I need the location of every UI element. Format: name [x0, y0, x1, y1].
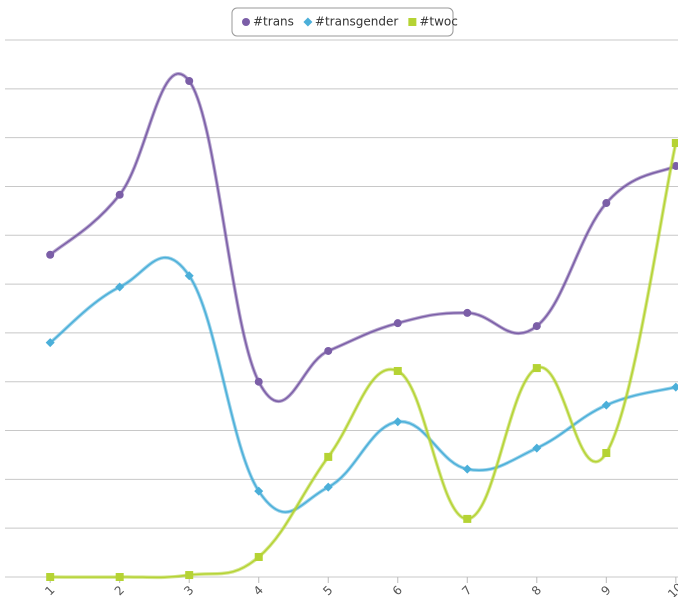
legend-box	[231, 7, 454, 37]
point	[463, 308, 472, 317]
point	[532, 322, 541, 331]
point	[393, 417, 403, 427]
x-tick-label: 7	[459, 583, 474, 597]
x-tick-label: 10	[665, 580, 678, 597]
point	[254, 552, 263, 561]
point	[115, 282, 125, 292]
point	[45, 338, 55, 348]
point	[324, 452, 333, 461]
point	[254, 486, 264, 496]
line-outline	[49, 72, 677, 403]
point	[254, 377, 263, 386]
point	[602, 199, 611, 208]
point	[462, 464, 472, 474]
point	[602, 449, 611, 458]
point	[463, 514, 472, 523]
point	[532, 364, 541, 373]
point	[671, 139, 678, 148]
legend-label: #twoc	[419, 15, 458, 29]
point	[601, 400, 611, 410]
point	[184, 271, 194, 281]
point	[532, 443, 542, 453]
legend-marker	[303, 17, 313, 27]
line-outline	[50, 142, 678, 580]
point	[324, 346, 333, 355]
line	[49, 256, 677, 513]
line	[50, 142, 677, 579]
x-tick-label: 8	[529, 583, 544, 597]
line-outline	[49, 255, 677, 514]
x-tick-label: 5	[320, 583, 335, 597]
point	[185, 571, 194, 580]
legend-marker	[408, 18, 417, 26]
legend-marker	[242, 18, 250, 26]
point	[323, 482, 333, 492]
x-tick-label: 6	[390, 583, 405, 597]
point	[671, 382, 678, 392]
legend-label: #trans	[253, 15, 294, 29]
point	[115, 573, 124, 581]
point	[115, 190, 124, 199]
line	[49, 72, 677, 402]
point	[46, 573, 55, 581]
point	[393, 319, 402, 328]
point	[46, 250, 55, 259]
x-tick-label: 4	[251, 583, 266, 597]
x-tick-label: 1	[42, 583, 57, 597]
x-tick-label: 2	[112, 583, 127, 597]
point	[185, 77, 194, 86]
point	[393, 366, 402, 375]
x-tick-label: 3	[181, 583, 196, 597]
x-tick-label: 9	[598, 583, 613, 597]
legend-label: #transgender	[315, 15, 399, 29]
